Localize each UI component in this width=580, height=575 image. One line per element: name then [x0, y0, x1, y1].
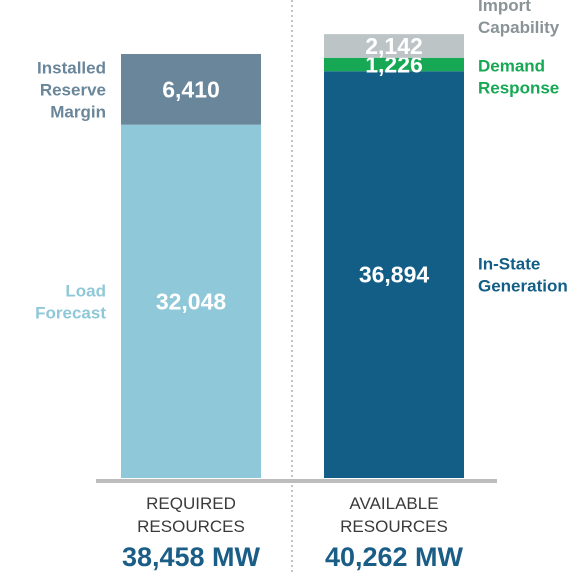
data-label: 32,048 [156, 288, 227, 314]
bar-segment [121, 124, 261, 478]
total-label: 38,458 MW [122, 542, 261, 572]
category-label-line: RESOURCES [340, 517, 448, 536]
data-label: 36,894 [359, 262, 430, 288]
category-label: REQUIRED RESOURCES [137, 494, 245, 536]
series-label-line: Installed [37, 58, 106, 77]
series-label: Import Capability [478, 0, 560, 37]
bar-segment [324, 71, 464, 478]
series-label-line: Response [478, 79, 559, 98]
bar-segment [121, 54, 261, 125]
series-label: Load Forecast [35, 281, 106, 322]
series-label-line: Margin [50, 102, 106, 121]
series-label-line: In-State [478, 255, 540, 274]
series-label: Installed Reserve Margin [37, 58, 106, 121]
series-label-line: Import [478, 0, 531, 15]
bar-segment [324, 57, 464, 72]
total-label: 40,262 MW [325, 542, 464, 572]
category-label: AVAILABLE RESOURCES [340, 494, 448, 536]
series-label: In-State Generation [478, 255, 568, 296]
data-label: 6,410 [162, 76, 220, 102]
series-label-line: Load [65, 281, 106, 300]
series-label: Demand Response [478, 57, 559, 98]
category-label-line: AVAILABLE [349, 494, 438, 513]
category-label-line: RESOURCES [137, 517, 245, 536]
series-label-line: Forecast [35, 303, 106, 322]
data-label: 2,142 [365, 33, 423, 59]
series-label-line: Capability [478, 18, 560, 37]
chart-marks: 32,048 Load Forecast 6,410 Installed Reserve M… [35, 0, 568, 572]
series-label-line: Demand [478, 57, 545, 76]
bar-segment [324, 34, 464, 58]
category-label-line: REQUIRED [146, 494, 236, 513]
series-label-line: Generation [478, 277, 568, 296]
series-label-line: Reserve [40, 80, 106, 99]
